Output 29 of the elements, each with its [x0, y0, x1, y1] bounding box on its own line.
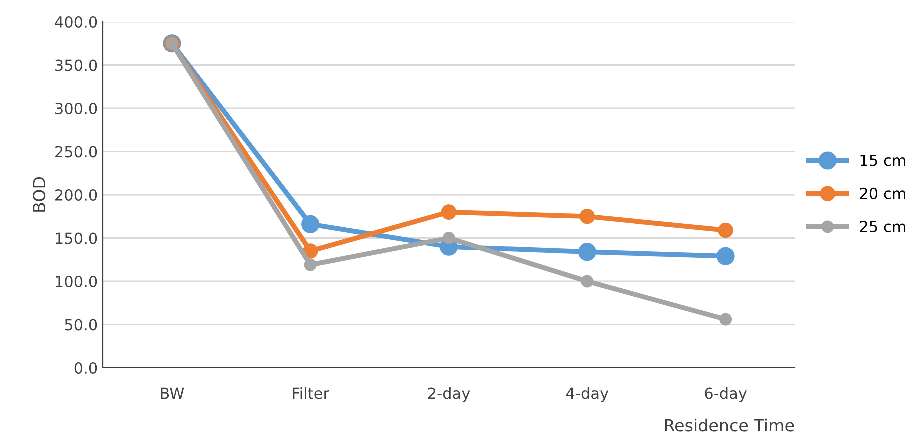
y-tick-label: 50.0 [65, 319, 98, 331]
point [720, 313, 732, 326]
y-tick-label: 300.0 [56, 102, 98, 115]
point [716, 247, 735, 266]
point [718, 222, 734, 238]
y-tick-label: 200.0 [56, 189, 98, 202]
point [302, 215, 320, 234]
y-tick-label: 350.0 [56, 60, 98, 72]
y-tick-label: 0.0 [74, 362, 98, 374]
x-tick-label: 6-day [705, 387, 748, 402]
y-tick-label: 100.0 [56, 276, 98, 288]
y-tick-label: 250.0 [56, 146, 98, 158]
legend-label: 15 cm [860, 154, 906, 166]
point [580, 208, 596, 224]
x-tick-label: BW [161, 388, 184, 400]
point [441, 204, 457, 220]
y-tick-label: 400.0 [55, 16, 98, 28]
point [578, 243, 596, 262]
point [442, 232, 456, 244]
y-axis-title: BOD [33, 177, 46, 212]
point [304, 258, 317, 272]
x-tick-label: 2-day [428, 387, 470, 402]
legend-label: 20 cm [860, 188, 906, 200]
x-axis-title: Residence Time [665, 418, 794, 432]
x-tick-label: 4-day [566, 387, 609, 402]
legend-label: 25 cm [860, 220, 906, 233]
x-tick-label: Filter [293, 387, 330, 400]
y-tick-label: 150.0 [56, 232, 98, 244]
point [581, 275, 594, 288]
